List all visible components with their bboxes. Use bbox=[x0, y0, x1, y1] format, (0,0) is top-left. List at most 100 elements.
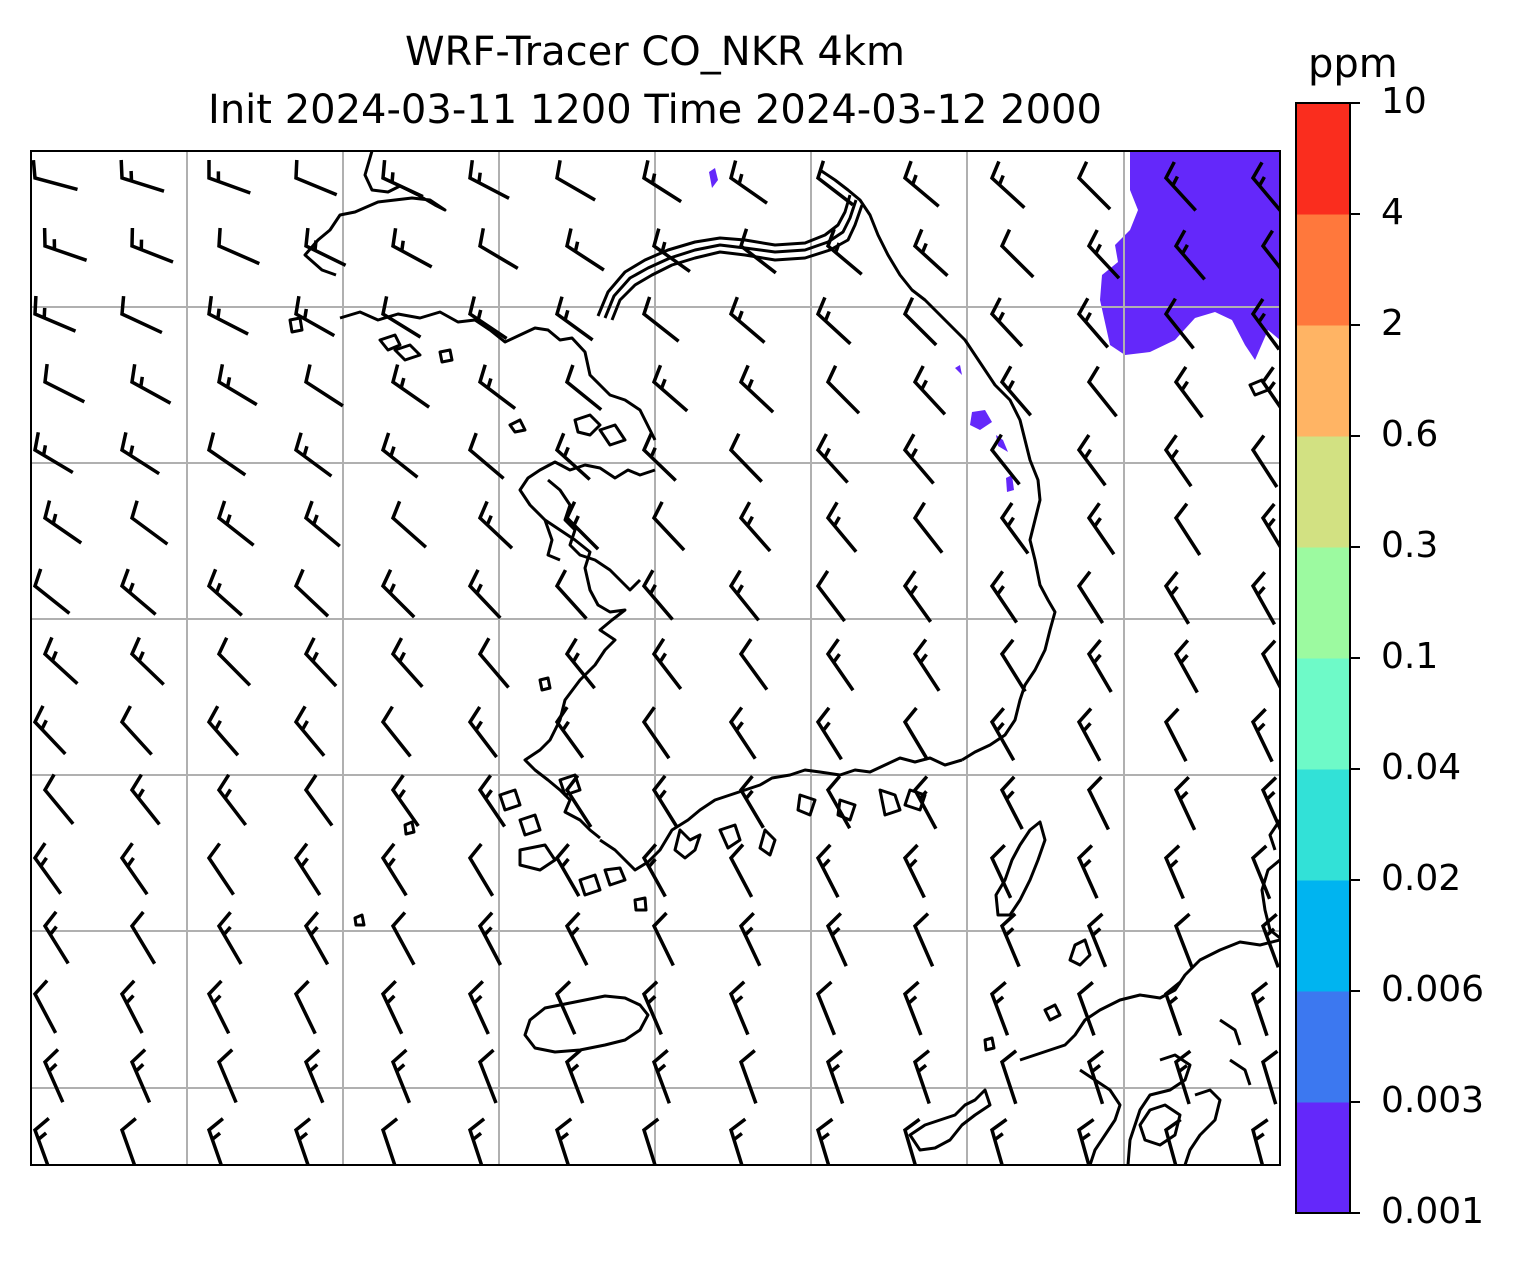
wind-barb bbox=[825, 364, 861, 415]
wind-barb bbox=[467, 705, 498, 759]
wind-barb bbox=[1086, 638, 1113, 693]
coastline-korea-west bbox=[518, 460, 656, 840]
wind-barb bbox=[293, 1117, 312, 1165]
wind-barb bbox=[206, 842, 235, 896]
wind-barb bbox=[1076, 570, 1105, 625]
colorbar-segment bbox=[1296, 991, 1350, 1103]
wind-barb bbox=[1250, 981, 1269, 1037]
wind-barb bbox=[825, 1049, 845, 1105]
wind-barb bbox=[989, 1117, 1008, 1165]
wind-barb bbox=[641, 843, 667, 898]
wind-barb bbox=[728, 980, 750, 1036]
wind-barb bbox=[554, 432, 591, 481]
wind-barb bbox=[1076, 707, 1102, 762]
islands-japan-small bbox=[983, 938, 1092, 1052]
wind-barb bbox=[738, 638, 769, 691]
wind-barb bbox=[129, 910, 157, 965]
wind-barb bbox=[206, 705, 240, 757]
wind-barb bbox=[989, 707, 1016, 762]
wind-barb bbox=[294, 159, 338, 197]
plume-spot-2 bbox=[970, 410, 992, 430]
wind-barb bbox=[728, 1117, 747, 1165]
wind-barb bbox=[651, 364, 689, 413]
wind-barb bbox=[1250, 844, 1272, 900]
wind-barb bbox=[119, 568, 157, 616]
wind-barb bbox=[304, 364, 344, 408]
map-frame bbox=[30, 150, 1281, 1166]
wind-barb bbox=[554, 569, 588, 620]
wind-barb bbox=[1086, 775, 1110, 831]
wind-barb bbox=[912, 775, 938, 830]
wind-barb bbox=[32, 705, 67, 756]
wind-barb bbox=[564, 911, 589, 966]
wind-barb bbox=[477, 1048, 498, 1104]
wind-barb bbox=[119, 159, 165, 193]
wind-barb bbox=[825, 912, 848, 967]
wind-barb bbox=[390, 637, 424, 688]
islands-liaodong bbox=[288, 316, 454, 364]
wind-barb bbox=[641, 980, 663, 1036]
colorbar-segment bbox=[1296, 325, 1350, 437]
wind-barb bbox=[641, 296, 680, 343]
wind-barb bbox=[1260, 912, 1280, 968]
wind-barb bbox=[1260, 229, 1280, 271]
wind-barb bbox=[303, 911, 330, 966]
wind-barb bbox=[912, 1049, 931, 1105]
wind-barb bbox=[815, 296, 852, 346]
wind-barb bbox=[293, 432, 333, 478]
colorbar-tick-label: 4 bbox=[1381, 192, 1404, 233]
islands-goto bbox=[908, 1088, 992, 1152]
wind-barb bbox=[1076, 434, 1107, 487]
wind-barb bbox=[119, 979, 144, 1034]
wind-barb bbox=[738, 1049, 758, 1104]
wind-barb bbox=[641, 1117, 660, 1165]
wind-barb bbox=[565, 228, 605, 272]
wind-barb bbox=[32, 1117, 50, 1165]
colorbar-segment bbox=[1296, 658, 1350, 770]
map-title-line1: WRF-Tracer CO_NKR 4km bbox=[404, 29, 906, 75]
wind-barb bbox=[728, 433, 763, 483]
wind-barb bbox=[120, 432, 161, 476]
wind-barb bbox=[206, 432, 247, 477]
coastline-korea-west-detail bbox=[543, 478, 642, 592]
wind-barb bbox=[738, 501, 772, 553]
wind-barb bbox=[380, 1117, 399, 1165]
wind-barb bbox=[216, 1048, 238, 1104]
islands-korea-west bbox=[498, 773, 627, 897]
wind-barb bbox=[217, 363, 258, 407]
wind-barb bbox=[989, 433, 1021, 486]
colorbar-segment bbox=[1296, 436, 1350, 548]
wind-barb bbox=[129, 636, 165, 686]
wind-barb bbox=[119, 705, 153, 756]
colorbar-tick-label: 0.1 bbox=[1381, 636, 1439, 677]
wind-barb bbox=[815, 433, 849, 484]
wind-barb bbox=[293, 568, 330, 618]
wind-barb bbox=[1163, 844, 1185, 900]
wind-barb bbox=[1173, 502, 1202, 556]
wind-barb bbox=[564, 1048, 585, 1104]
colorbar-segment bbox=[1296, 103, 1350, 215]
wind-barb bbox=[42, 500, 83, 545]
wind-barb bbox=[477, 364, 517, 410]
wind-barb bbox=[912, 501, 944, 554]
wind-barb bbox=[380, 705, 412, 758]
wind-barb bbox=[728, 160, 769, 205]
wind-barb bbox=[555, 159, 596, 202]
islands-west-sea bbox=[353, 413, 648, 927]
wind-barb bbox=[1086, 365, 1118, 418]
wind-barb bbox=[303, 637, 338, 688]
wind-barb bbox=[651, 774, 679, 829]
wind-barb bbox=[130, 227, 174, 264]
wind-barb bbox=[32, 979, 58, 1034]
plume-spot-4 bbox=[1006, 475, 1014, 492]
wind-barb bbox=[1260, 776, 1280, 831]
wind-barb bbox=[902, 296, 938, 347]
wind-barb bbox=[999, 502, 1030, 555]
plume-spot-5 bbox=[955, 365, 962, 375]
wind-barb bbox=[651, 911, 675, 967]
wind-barb bbox=[1250, 707, 1274, 763]
wind-barb bbox=[380, 979, 404, 1035]
colorbar-segment bbox=[1296, 880, 1350, 992]
wind-barb bbox=[467, 432, 505, 480]
wind-barb bbox=[738, 774, 765, 829]
